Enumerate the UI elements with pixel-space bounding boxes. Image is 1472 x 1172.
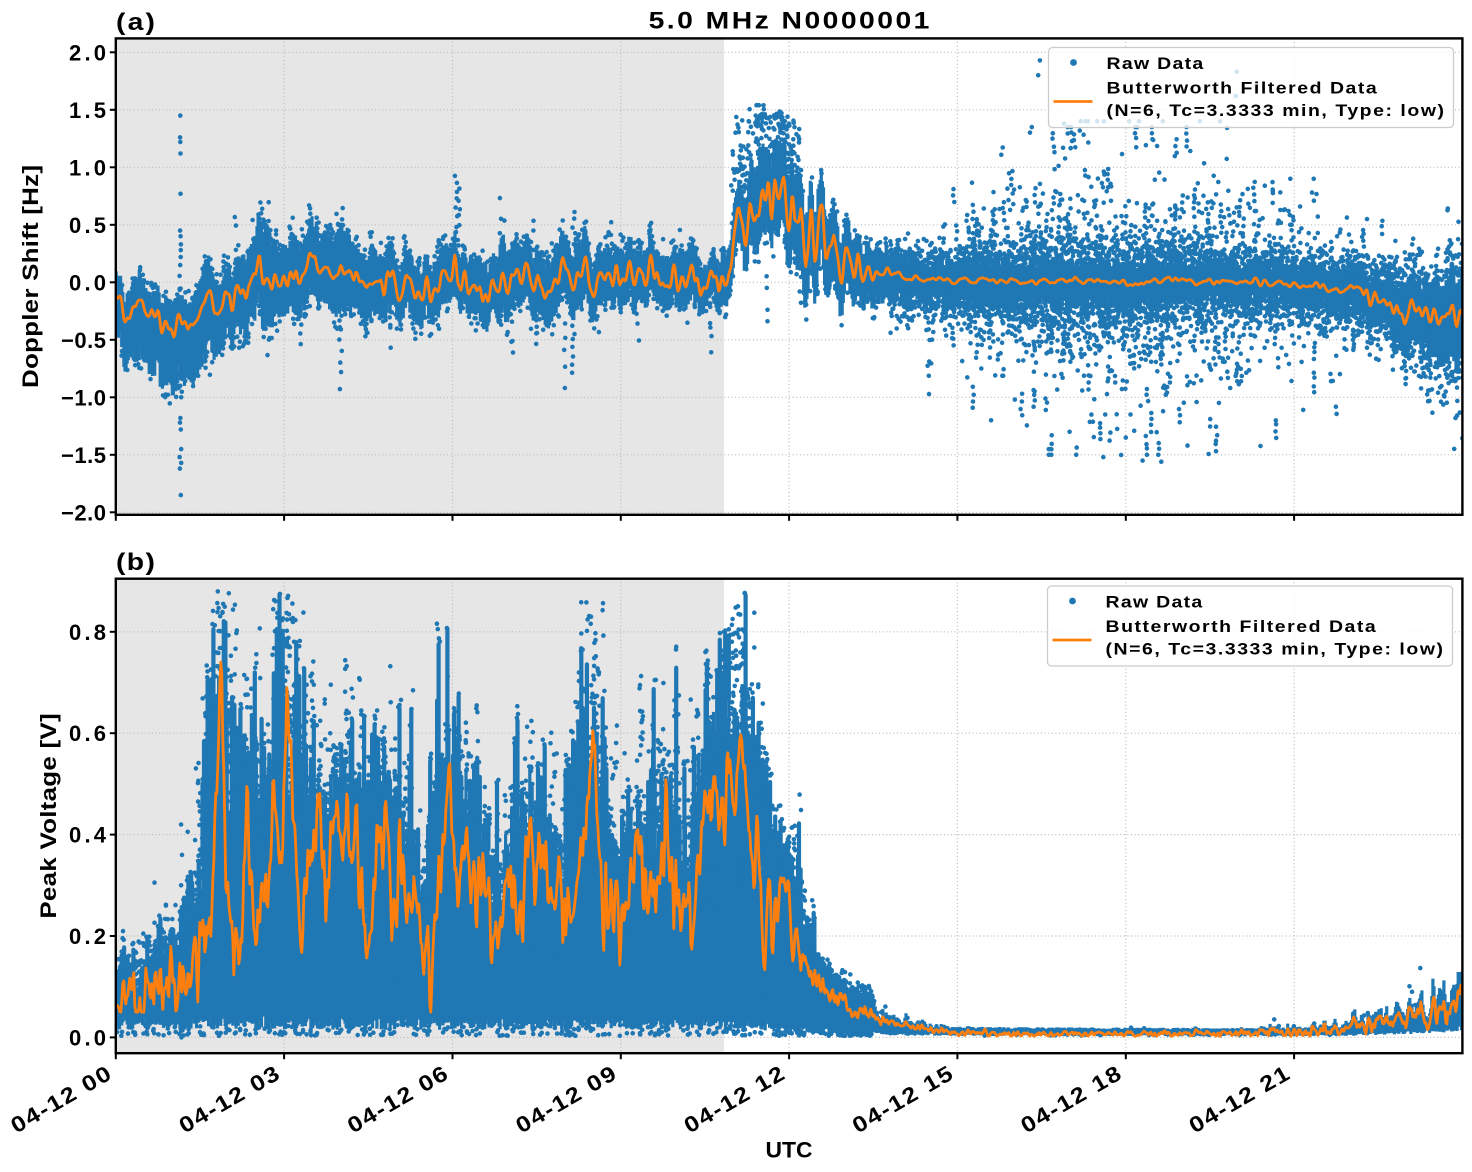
- svg-text:Doppler Shift [Hz]: Doppler Shift [Hz]: [19, 165, 44, 388]
- svg-text:−1.0: −1.0: [61, 385, 106, 410]
- svg-text:(b): (b): [116, 548, 155, 575]
- svg-text:−1.5: −1.5: [61, 443, 106, 468]
- svg-text:Raw Data: Raw Data: [1106, 593, 1204, 611]
- svg-text:(a): (a): [116, 8, 155, 35]
- svg-text:Butterworth Filtered Data: Butterworth Filtered Data: [1106, 617, 1377, 635]
- svg-text:−2.0: −2.0: [61, 500, 106, 525]
- svg-text:1.5: 1.5: [69, 98, 106, 123]
- svg-text:(N=6, Tc=3.3333 min, Type: low: (N=6, Tc=3.3333 min, Type: low): [1106, 640, 1443, 658]
- svg-text:0.0: 0.0: [69, 1025, 106, 1050]
- svg-text:5.0 MHz N0000001: 5.0 MHz N0000001: [649, 7, 930, 34]
- svg-text:0.8: 0.8: [69, 620, 106, 645]
- svg-text:2.0: 2.0: [69, 40, 106, 65]
- svg-text:0.2: 0.2: [69, 924, 106, 949]
- svg-text:Raw Data: Raw Data: [1107, 54, 1205, 72]
- svg-text:UTC: UTC: [765, 1138, 812, 1163]
- svg-text:0.5: 0.5: [69, 213, 106, 238]
- svg-text:0.0: 0.0: [69, 270, 106, 295]
- svg-text:0.4: 0.4: [69, 823, 107, 848]
- svg-text:0.6: 0.6: [69, 721, 106, 746]
- svg-text:Butterworth Filtered Data: Butterworth Filtered Data: [1107, 79, 1378, 97]
- svg-text:−0.5: −0.5: [61, 328, 106, 353]
- svg-text:Peak Voltage [V]: Peak Voltage [V]: [37, 713, 62, 918]
- svg-text:(N=6, Tc=3.3333 min, Type: low: (N=6, Tc=3.3333 min, Type: low): [1107, 101, 1444, 119]
- svg-text:1.0: 1.0: [69, 155, 106, 180]
